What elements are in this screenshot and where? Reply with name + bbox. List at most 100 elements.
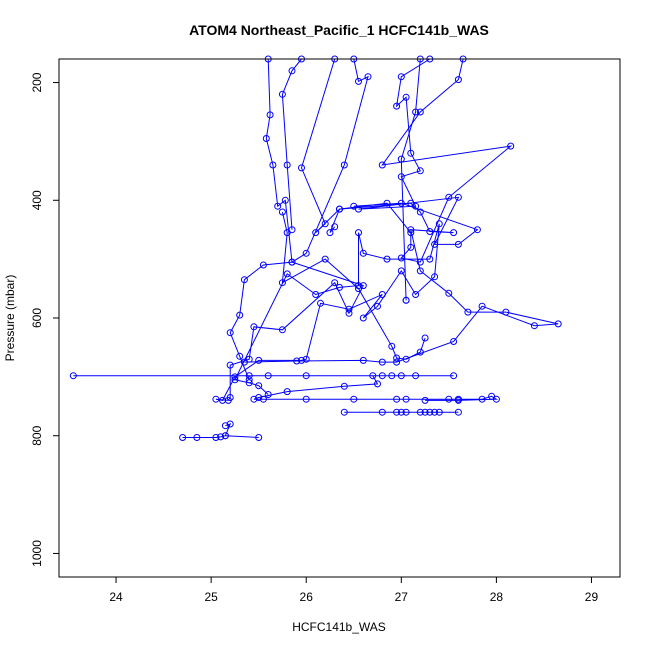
data-point bbox=[402, 355, 410, 363]
data-point bbox=[492, 395, 500, 403]
x-tick-label: 29 bbox=[585, 590, 599, 604]
data-point bbox=[193, 434, 201, 441]
data-point bbox=[336, 205, 343, 213]
x-tick-label: 26 bbox=[300, 590, 314, 604]
data-point bbox=[317, 299, 324, 307]
data-point bbox=[359, 314, 367, 322]
data-point bbox=[435, 220, 443, 228]
data-point bbox=[293, 357, 301, 365]
data-point bbox=[217, 433, 225, 441]
data-point bbox=[278, 208, 286, 216]
data-point bbox=[345, 305, 353, 313]
series-10 bbox=[326, 55, 515, 266]
data-point bbox=[350, 202, 358, 210]
series-line bbox=[182, 435, 259, 438]
data-point bbox=[454, 193, 462, 201]
series-5 bbox=[340, 408, 462, 416]
data-point bbox=[445, 289, 453, 297]
data-point bbox=[264, 372, 272, 380]
data-point bbox=[426, 228, 434, 235]
series-line bbox=[229, 58, 369, 380]
y-tick-label: 400 bbox=[30, 190, 44, 210]
data-point bbox=[507, 142, 515, 150]
data-point bbox=[302, 355, 310, 363]
data-point bbox=[388, 372, 396, 380]
data-point bbox=[359, 356, 367, 364]
data-point bbox=[255, 356, 263, 364]
data-point bbox=[397, 73, 405, 81]
data-point bbox=[221, 432, 229, 440]
data-point bbox=[397, 408, 405, 416]
data-point bbox=[336, 283, 343, 291]
data-point bbox=[288, 258, 296, 266]
y-tick-label: 600 bbox=[30, 308, 44, 328]
data-point bbox=[255, 434, 263, 441]
data-point bbox=[416, 167, 424, 175]
data-point bbox=[407, 149, 415, 157]
data-point bbox=[450, 338, 458, 345]
data-point bbox=[283, 270, 291, 278]
series-3 bbox=[240, 55, 562, 366]
data-point bbox=[345, 309, 353, 317]
y-tick-label: 800 bbox=[30, 425, 44, 445]
data-point bbox=[255, 394, 263, 401]
data-point bbox=[331, 279, 339, 287]
data-point bbox=[236, 352, 244, 360]
data-point bbox=[212, 395, 220, 403]
series-line bbox=[329, 58, 513, 263]
data-point bbox=[326, 229, 334, 237]
data-point bbox=[302, 372, 310, 380]
series-line bbox=[281, 58, 302, 230]
data-point bbox=[554, 320, 562, 328]
data-point bbox=[269, 161, 277, 169]
x-tick-label: 28 bbox=[490, 590, 504, 604]
series-line bbox=[400, 58, 421, 301]
x-axis: 24 25 26 27 28 29 bbox=[109, 576, 599, 604]
data-point bbox=[281, 196, 289, 204]
data-point bbox=[393, 102, 401, 110]
data-point bbox=[226, 361, 234, 369]
data-point bbox=[393, 358, 401, 366]
data-point bbox=[321, 220, 329, 228]
data-point bbox=[416, 258, 424, 266]
data-point bbox=[321, 255, 329, 263]
data-point bbox=[283, 161, 291, 169]
chart-title: ATOM4 Northeast_Pacific_1 HCFC141b_WAS bbox=[189, 22, 489, 38]
data-point bbox=[393, 408, 401, 416]
data-point bbox=[288, 226, 296, 234]
data-point bbox=[298, 164, 305, 172]
data-point bbox=[478, 395, 486, 403]
data-point bbox=[412, 202, 420, 210]
data-point bbox=[312, 291, 320, 298]
data-point bbox=[393, 395, 401, 403]
data-point bbox=[431, 273, 439, 281]
data-point bbox=[412, 372, 420, 380]
data-point bbox=[378, 291, 386, 298]
data-point bbox=[219, 396, 226, 404]
series-line bbox=[215, 58, 440, 401]
data-point bbox=[412, 108, 420, 116]
data-point bbox=[416, 267, 424, 275]
x-axis-label: HCFC141b_WAS bbox=[292, 620, 386, 634]
series-9 bbox=[350, 55, 481, 248]
data-point bbox=[421, 408, 429, 416]
data-point bbox=[212, 434, 220, 441]
data-point bbox=[355, 77, 362, 85]
data-point bbox=[378, 408, 386, 416]
y-tick-label: 200 bbox=[30, 72, 44, 92]
data-point bbox=[369, 372, 377, 380]
data-point bbox=[435, 408, 443, 416]
data-point bbox=[364, 73, 372, 81]
data-point bbox=[402, 395, 410, 403]
data-point bbox=[431, 408, 439, 416]
data-point bbox=[421, 334, 429, 342]
data-point bbox=[445, 193, 453, 201]
series-6 bbox=[179, 432, 263, 441]
data-point bbox=[283, 388, 291, 396]
data-point bbox=[464, 308, 472, 316]
data-point bbox=[473, 226, 481, 234]
data-point bbox=[236, 311, 244, 319]
data-point bbox=[454, 76, 462, 84]
data-point bbox=[478, 302, 486, 310]
x-tick-label: 25 bbox=[204, 590, 218, 604]
